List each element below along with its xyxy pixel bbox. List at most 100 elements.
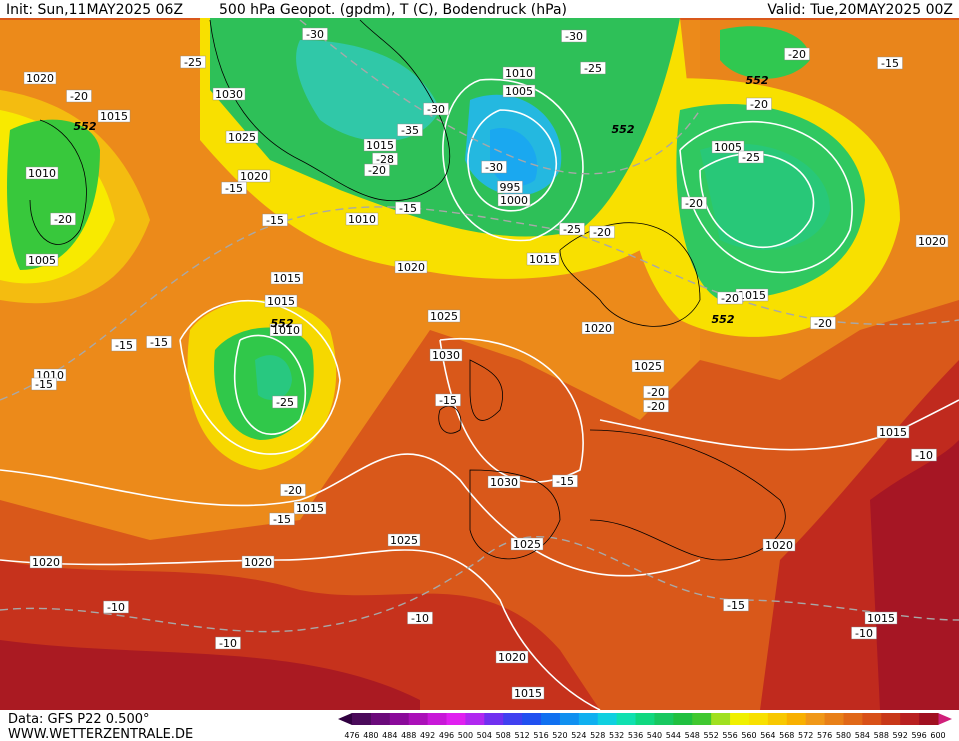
colorbar-cell: [446, 713, 466, 725]
colorbar-cell: [616, 713, 637, 725]
colorbar-tick-label: 596: [911, 731, 926, 740]
isobar-label-box: [502, 66, 536, 80]
temperature-label: -20: [788, 48, 806, 61]
temperature-label-box: [643, 399, 669, 413]
temperature-label-box: [784, 47, 810, 61]
colorbar-cell: [654, 713, 674, 725]
isobar-label-box: [915, 234, 949, 248]
temperature-label: -30: [427, 103, 445, 116]
colorbar-cell: [824, 713, 844, 725]
temperature-label: -15: [225, 182, 243, 195]
isobar-label: 1025: [634, 360, 662, 373]
isobar-label: 1015: [867, 612, 895, 625]
colorbar-cell: [748, 713, 769, 725]
colorbar-tick-label: 492: [420, 731, 435, 740]
temperature-label: -30: [306, 28, 324, 41]
isobar-label: 1015: [514, 687, 542, 700]
colorbar-cell: [767, 713, 788, 725]
colorbar-cell: [427, 713, 448, 725]
colorbar-cell: [352, 713, 372, 725]
temperature-label: -25: [563, 223, 581, 236]
temperature-label: -15: [556, 475, 574, 488]
isobar-label-box: [495, 650, 529, 664]
temperature-label: -25: [584, 62, 602, 75]
colorbar-cell: [597, 713, 618, 725]
isobar-label-box: [387, 533, 421, 547]
isobar-label: 1010: [348, 213, 376, 226]
isobar-label: 1025: [513, 538, 541, 551]
height-label: 552: [612, 123, 635, 136]
isobar-label: 1020: [32, 556, 60, 569]
colorbar-tick-label: 500: [458, 731, 473, 740]
temperature-label-box: [423, 102, 449, 116]
isobar-label: 1025: [228, 131, 256, 144]
isobar-label: 1015: [366, 139, 394, 152]
isobar-label: 1020: [244, 556, 272, 569]
isobar-label: 1030: [215, 88, 243, 101]
isobar-label: 1020: [918, 235, 946, 248]
colorbar-tick-label: 524: [571, 731, 586, 740]
temperature-lines: [0, 19, 959, 633]
temperature-label-box: [262, 213, 288, 227]
temperature-label: -20: [647, 386, 665, 399]
temperature-label-box: [66, 89, 92, 103]
isobar-label: 1005: [714, 141, 742, 154]
isobar-label: 1030: [490, 476, 518, 489]
temperature-label-box: [269, 512, 295, 526]
isobar-label-box: [511, 686, 545, 700]
temperature-label-box: [717, 291, 743, 305]
colorbar-cell: [389, 713, 410, 725]
data-source: Data: GFS P22 0.500°: [8, 712, 150, 727]
colorbar-tick-label: 540: [647, 731, 662, 740]
map-labels: 1020 1030 1015 1025 1020 1010 1005 1010 1015 1020…: [23, 27, 949, 700]
temperature-label-box: [877, 56, 903, 70]
colorbar-cell: [541, 713, 561, 725]
isobar-label-box: [762, 538, 796, 552]
isobar-label: 995: [500, 181, 521, 194]
temperature-label: -25: [276, 396, 294, 409]
height-label: 552: [746, 74, 769, 87]
isobar-label: 1025: [390, 534, 418, 547]
temperature-label-box: [746, 97, 772, 111]
colorbar-tick-label: 584: [855, 731, 870, 740]
colorbar-tick-label: 488: [401, 731, 416, 740]
coastlines: [29, 19, 786, 561]
isobar-label: 1010: [272, 324, 300, 337]
temperature-label-box: [561, 29, 587, 43]
colorbar-cell: [881, 713, 901, 725]
isobar-label-box: [293, 501, 327, 515]
isobar-label-box: [29, 555, 63, 569]
temperature-label-box: [723, 598, 749, 612]
temperature-label: -10: [855, 627, 873, 640]
colorbar-cell: [900, 713, 920, 725]
isobar-label: 1020: [498, 651, 526, 664]
temperature-label-box: [215, 636, 241, 650]
isobar-label: 1000: [500, 194, 528, 207]
isobar-label: 1020: [584, 322, 612, 335]
temperature-label: -20: [814, 317, 832, 330]
isobar-label-box: [427, 309, 461, 323]
temperature-label-box: [111, 338, 137, 352]
temperature-label-box: [589, 225, 615, 239]
isobar-label: 1015: [273, 272, 301, 285]
colorbar-arrow: [338, 713, 352, 725]
colorbar-tick-label: 516: [533, 731, 548, 740]
temperature-label-box: [552, 474, 578, 488]
temperature-label: -20: [750, 98, 768, 111]
temperature-label-box: [272, 395, 298, 409]
isobar-label-box: [237, 169, 271, 183]
isobar-label-box: [631, 359, 665, 373]
colorbar-cell: [805, 713, 826, 725]
isobar-label: 1015: [738, 289, 766, 302]
colorbar-cell: [559, 713, 580, 725]
isobar-label: 1010: [505, 67, 533, 80]
colorbar-tick-label: 580: [836, 731, 851, 740]
height-label: 552: [712, 313, 735, 326]
temperature-label-box: [103, 600, 129, 614]
temperature-label-box: [435, 393, 461, 407]
isobar-label-box: [25, 166, 59, 180]
colorbar-tick-label: 576: [817, 731, 832, 740]
temperature-label: -20: [685, 197, 703, 210]
temperature-label-box: [221, 181, 247, 195]
temperature-label-box: [481, 160, 507, 174]
